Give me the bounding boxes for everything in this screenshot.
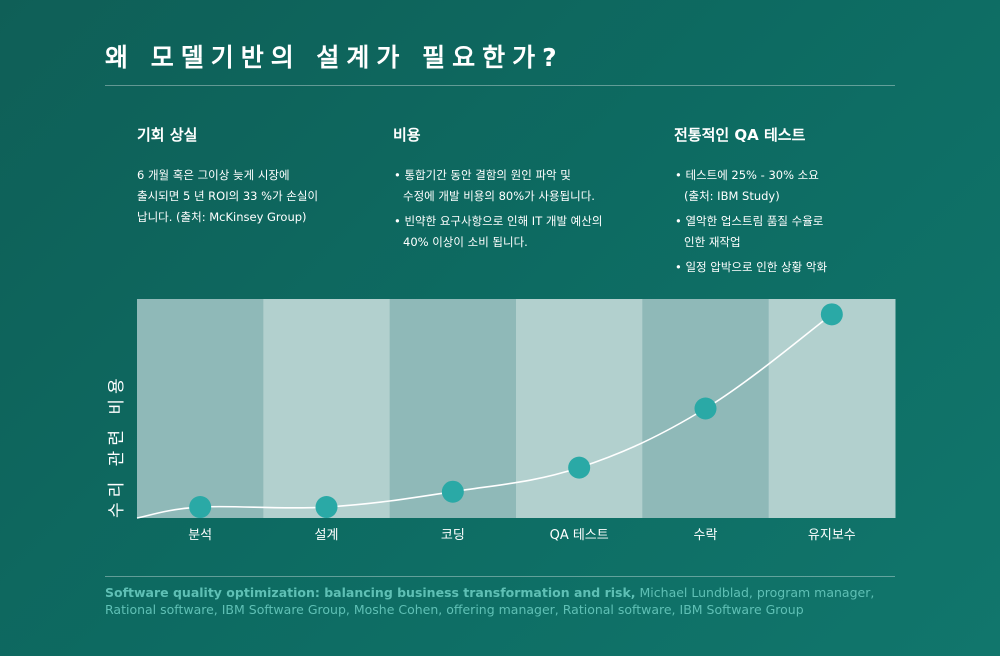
x-axis-label: 유지보수 bbox=[808, 528, 856, 543]
column-heading: 비용 bbox=[393, 126, 421, 144]
stage-band bbox=[137, 299, 264, 518]
bullet-item: 일정 압박으로 인한 상황 악화 bbox=[674, 257, 894, 278]
stage-band bbox=[768, 299, 896, 518]
column-text: 6 개월 혹은 그이상 늦게 시장에 출시되면 5 년 ROI의 33 %가 손… bbox=[137, 165, 352, 228]
x-axis-label: 설계 bbox=[315, 528, 339, 543]
data-point bbox=[315, 496, 338, 519]
data-point bbox=[820, 303, 843, 326]
bullet-list: 테스트에 25% - 30% 소요(출처: IBM Study) 열악한 업스트… bbox=[674, 165, 894, 278]
data-point bbox=[694, 397, 717, 420]
x-axis-label: 수락 bbox=[694, 528, 718, 543]
text-line: 출시되면 5 년 ROI의 33 %가 손실이 bbox=[137, 189, 319, 203]
source-citation: Software quality optimization: balancing… bbox=[105, 584, 905, 618]
text-line: 6 개월 혹은 그이상 늦게 시장에 bbox=[137, 168, 290, 182]
source-authors: Michael Lundblad, program manager, Ratio… bbox=[105, 585, 875, 617]
source-divider bbox=[105, 576, 895, 577]
opportunity-loss-column: 기회 상실 6 개월 혹은 그이상 늦게 시장에 출시되면 5 년 ROI의 3… bbox=[137, 124, 352, 228]
stage-band bbox=[516, 299, 643, 518]
y-axis-label-wrap: 수리 관련 비용 bbox=[107, 378, 127, 518]
data-point bbox=[441, 480, 464, 503]
bullet-item: 테스트에 25% - 30% 소요(출처: IBM Study) bbox=[674, 165, 894, 207]
data-point bbox=[568, 456, 591, 479]
x-axis-label: 분석 bbox=[188, 528, 212, 543]
x-axis-labels: 분석 설계 코딩 QA 테스트 수락 유지보수 bbox=[188, 528, 856, 543]
data-point bbox=[189, 496, 212, 519]
repair-cost-chart: 분석 설계 코딩 QA 테스트 수락 유지보수 bbox=[136, 299, 896, 543]
qa-testing-column: 전통적인 QA 테스트 테스트에 25% - 30% 소요(출처: IBM St… bbox=[674, 124, 894, 282]
text-line: 납니다. (출처: McKinsey Group) bbox=[137, 210, 307, 224]
page-title: 왜 모델기반의 설계가 필요한가? bbox=[105, 43, 564, 72]
x-axis-label: 코딩 bbox=[441, 528, 465, 543]
x-axis-label: QA 테스트 bbox=[550, 528, 609, 543]
column-heading: 기회 상실 bbox=[137, 126, 198, 144]
stage-bands bbox=[137, 299, 896, 518]
source-title: Software quality optimization: balancing… bbox=[105, 585, 636, 600]
title-divider bbox=[105, 85, 895, 86]
data-points bbox=[189, 303, 843, 519]
stage-band bbox=[263, 299, 391, 518]
y-axis-label: 수리 관련 비용 bbox=[107, 378, 127, 518]
column-heading: 전통적인 QA 테스트 bbox=[674, 126, 806, 144]
